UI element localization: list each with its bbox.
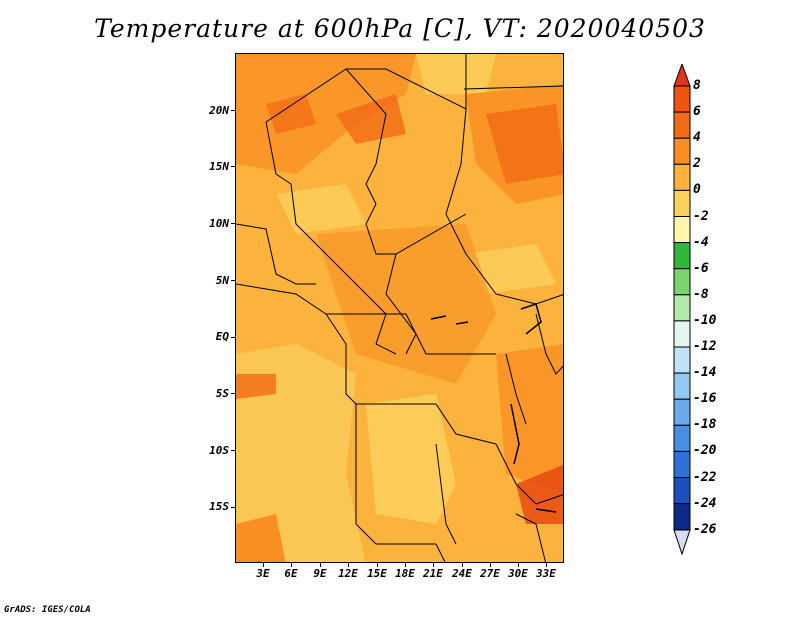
colorbar-top-arrow [673, 64, 691, 87]
colorbar-label: -12 [693, 339, 717, 354]
lon-tick [490, 563, 491, 567]
colorbar-label: -16 [693, 391, 717, 407]
lat-label-10s: 10S [209, 444, 229, 457]
colorbar-segment [673, 111, 691, 139]
colorbar-label: -14 [693, 365, 717, 381]
lon-label-3e: 3E [256, 567, 270, 580]
map-canvas [236, 54, 563, 562]
lake-outlines [430, 303, 557, 513]
colorbar-segment [673, 216, 691, 244]
colorbar-segment [673, 503, 691, 531]
colorbar-label: -24 [693, 495, 717, 511]
lon-label-9e: 9E [313, 567, 327, 580]
colorbar-label: -22 [693, 469, 717, 485]
colorbar-segment [673, 424, 691, 452]
light-region-southwest [236, 344, 366, 562]
lon-tick [377, 563, 378, 567]
lon-tick [433, 563, 434, 567]
colorbar-label: 6 [693, 104, 701, 120]
lat-tick [231, 280, 235, 281]
colorbar-bottom-arrow [673, 529, 691, 556]
lat-label-5s: 5S [215, 387, 229, 400]
orange-region-northwest [236, 54, 416, 174]
lon-label-15e: 15E [367, 567, 387, 580]
lon-tick [518, 563, 519, 567]
colorbar-segment [673, 242, 691, 270]
lon-label-24e: 24E [452, 567, 472, 580]
lon-tick [348, 563, 349, 567]
colorbar-segment [673, 346, 691, 374]
lon-label-12e: 12E [338, 567, 358, 580]
lat-label-20n: 20N [209, 104, 229, 117]
lat-label-eq: EQ [215, 330, 229, 343]
colorbar-label: -18 [693, 417, 717, 433]
dark-region-west-coast [236, 374, 276, 399]
lat-tick [231, 507, 235, 508]
colorbar-segment [673, 450, 691, 478]
light-region-east [466, 244, 556, 294]
colorbar-label: -8 [693, 286, 709, 302]
colorbar-segment [673, 85, 691, 113]
light-region-west [276, 184, 366, 234]
lon-tick [263, 563, 264, 567]
colorbar-segment [673, 477, 691, 505]
colorbar-segment [673, 163, 691, 191]
lat-tick [231, 166, 235, 167]
lon-tick [462, 563, 463, 567]
colorbar-graphic [673, 64, 691, 556]
light-region-north [416, 54, 496, 94]
colorbar-segment [673, 268, 691, 296]
colorbar-label: -10 [693, 312, 717, 328]
lat-tick [231, 393, 235, 394]
colorbar-label: -4 [693, 234, 709, 250]
colorbar-label: -6 [693, 260, 709, 276]
colorbar-segment [673, 372, 691, 400]
lon-tick [291, 563, 292, 567]
lon-label-21e: 21E [423, 567, 443, 580]
lat-label-15s: 15S [209, 500, 229, 513]
colorbar-label: 0 [693, 182, 701, 198]
colorbar-label: 8 [693, 78, 701, 93]
lat-tick [231, 110, 235, 111]
lat-label-10n: 10N [209, 217, 229, 230]
colorbar-segment [673, 189, 691, 218]
grads-credit: GrADS: IGES/COLA [4, 605, 91, 615]
map-title: Temperature at 600hPa [C], VT: 202004050… [94, 14, 706, 43]
lon-label-18e: 18E [395, 567, 415, 580]
lon-tick [546, 563, 547, 567]
colorbar-label: -2 [693, 208, 709, 224]
light-region-south-central [366, 394, 456, 524]
dark-region-northwest [266, 94, 316, 134]
colorbar-segment [673, 137, 691, 165]
lat-tick [231, 450, 235, 451]
colorbar-segment [673, 320, 691, 348]
orange-region-southwest [236, 514, 286, 562]
colorbar-label: 4 [693, 130, 701, 146]
lat-label-15n: 15N [209, 160, 229, 173]
temperature-map[interactable] [235, 53, 564, 563]
colorbar-label: -20 [693, 443, 717, 459]
lat-tick [231, 223, 235, 224]
lon-label-30e: 30E [508, 567, 528, 580]
red-region-southeast [516, 464, 563, 524]
lon-label-27e: 27E [480, 567, 500, 580]
dark-region-north [336, 94, 406, 144]
colorbar-segment [673, 294, 691, 322]
colorbar-label: 2 [693, 156, 701, 172]
lon-tick [405, 563, 406, 567]
colorbar-label: -26 [693, 521, 717, 537]
lat-label-5n: 5N [215, 274, 229, 287]
colorbar-segment [673, 398, 691, 426]
dark-region-northeast [486, 104, 563, 184]
orange-region-central [316, 224, 496, 384]
lat-tick [231, 337, 235, 338]
lon-tick [320, 563, 321, 567]
lon-label-33e: 33E [536, 567, 556, 580]
colorbar-segments [673, 85, 691, 531]
lon-label-6e: 6E [284, 567, 298, 580]
